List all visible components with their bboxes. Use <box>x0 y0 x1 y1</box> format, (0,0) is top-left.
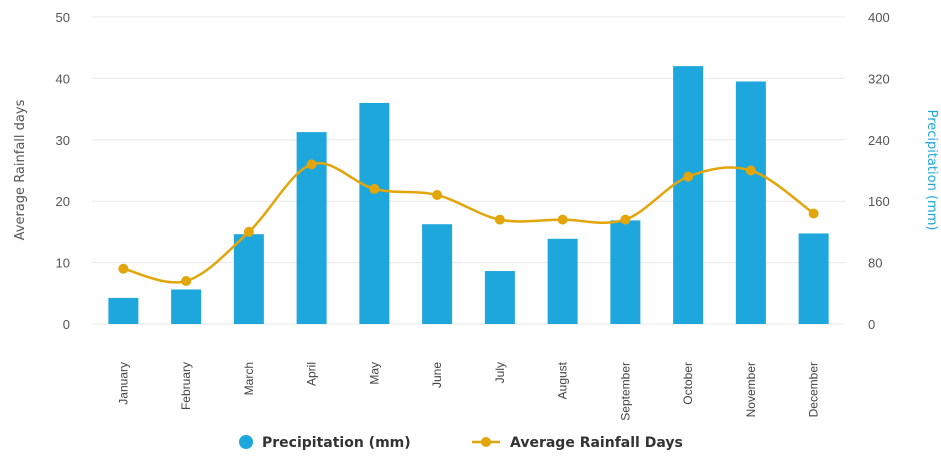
precipitation-bar <box>610 220 641 324</box>
category-label: March <box>242 362 256 395</box>
rainfall-days-point <box>181 276 192 287</box>
left-tick-label: 30 <box>56 133 70 148</box>
legend-rainfall-marker <box>481 437 491 447</box>
left-tick-label: 40 <box>56 71 70 86</box>
category-label: December <box>807 362 821 417</box>
precipitation-bar <box>547 238 578 324</box>
precipitation-bar <box>171 289 202 324</box>
right-tick-label: 0 <box>868 317 875 332</box>
left-tick-label: 50 <box>56 10 70 25</box>
precipitation-bars <box>108 66 829 325</box>
rainfall-days-point <box>620 214 631 225</box>
left-tick-label: 20 <box>56 194 70 209</box>
gridlines <box>92 16 845 325</box>
legend-precipitation-label: Precipitation (mm) <box>262 435 411 451</box>
right-tick-label: 320 <box>868 71 890 86</box>
legend: Precipitation (mm) Average Rainfall Days <box>239 435 683 451</box>
precipitation-bar <box>233 234 264 324</box>
category-label: June <box>430 362 444 388</box>
right-tick-label: 160 <box>868 194 890 209</box>
precipitation-bar <box>359 102 390 325</box>
precipitation-bar <box>798 233 829 324</box>
category-label: February <box>179 362 193 410</box>
category-label: November <box>744 362 758 417</box>
left-tick-label: 10 <box>56 256 70 271</box>
rainfall-days-point <box>432 190 443 201</box>
precipitation-bar <box>484 271 515 324</box>
rainfall-days-line-path <box>123 161 815 284</box>
rainfall-days-point <box>243 226 254 237</box>
legend-rainfall-label: Average Rainfall Days <box>510 435 683 451</box>
precipitation-bar <box>735 81 766 324</box>
category-label: April <box>305 362 319 386</box>
category-labels: January February March April May June July Augu… <box>116 361 820 420</box>
rainfall-days-point <box>683 171 694 182</box>
precipitation-bar <box>673 66 704 325</box>
right-tick-label: 400 <box>868 10 890 25</box>
rainfall-days-point <box>306 159 317 170</box>
rainfall-days-point <box>745 165 756 176</box>
rainfall-days-point <box>494 214 505 225</box>
legend-precipitation-marker <box>239 435 253 449</box>
rainfall-days-point <box>118 263 129 274</box>
precipitation-bar <box>108 297 139 324</box>
category-label: January <box>116 362 130 405</box>
category-label: July <box>493 362 507 383</box>
left-axis-title: Average Rainfall days <box>13 99 28 240</box>
rainfall-days-line <box>118 159 819 287</box>
category-label: August <box>556 361 570 399</box>
rainfall-days-point <box>808 208 819 219</box>
category-label: May <box>367 362 381 385</box>
rainfall-days-point <box>557 214 568 225</box>
right-tick-label: 80 <box>868 256 882 271</box>
category-label: October <box>681 362 695 405</box>
rainfall-days-point <box>369 183 380 194</box>
precipitation-bar <box>422 224 453 324</box>
left-tick-label: 0 <box>63 317 70 332</box>
right-axis-title: Precipitation (mm) <box>924 110 939 231</box>
right-tick-label: 240 <box>868 133 890 148</box>
axis-ticks: 0 0 10 80 20 160 30 240 40 320 50 400 <box>56 10 890 332</box>
category-label: September <box>618 362 632 421</box>
